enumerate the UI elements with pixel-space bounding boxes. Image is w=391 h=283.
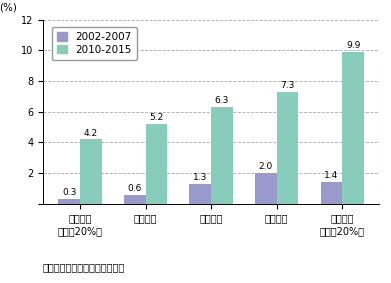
- Text: 4.2: 4.2: [84, 128, 98, 138]
- Text: 1.3: 1.3: [193, 173, 208, 182]
- Text: 備考：各分位の平均値の変化。: 備考：各分位の平均値の変化。: [43, 263, 125, 273]
- Bar: [343, 52, 364, 204]
- Text: 7.3: 7.3: [280, 81, 295, 90]
- Bar: [277, 92, 298, 204]
- Bar: [145, 124, 167, 204]
- Bar: [321, 182, 343, 204]
- Bar: [190, 184, 211, 204]
- Bar: [80, 140, 102, 204]
- Text: 1.4: 1.4: [325, 171, 339, 181]
- Text: 資料：米国商務省から経済産業省作成。: 資料：米国商務省から経済産業省作成。: [43, 281, 149, 283]
- Bar: [211, 107, 233, 204]
- Text: 0.6: 0.6: [127, 184, 142, 193]
- Bar: [255, 173, 277, 204]
- Bar: [58, 199, 80, 204]
- Bar: [124, 195, 145, 204]
- Text: 0.3: 0.3: [62, 188, 76, 197]
- Text: (%): (%): [0, 3, 17, 12]
- Text: 9.9: 9.9: [346, 41, 361, 50]
- Text: 6.3: 6.3: [215, 96, 229, 105]
- Legend: 2002-2007, 2010-2015: 2002-2007, 2010-2015: [52, 27, 137, 60]
- Text: 5.2: 5.2: [149, 113, 163, 122]
- Text: 2.0: 2.0: [259, 162, 273, 171]
